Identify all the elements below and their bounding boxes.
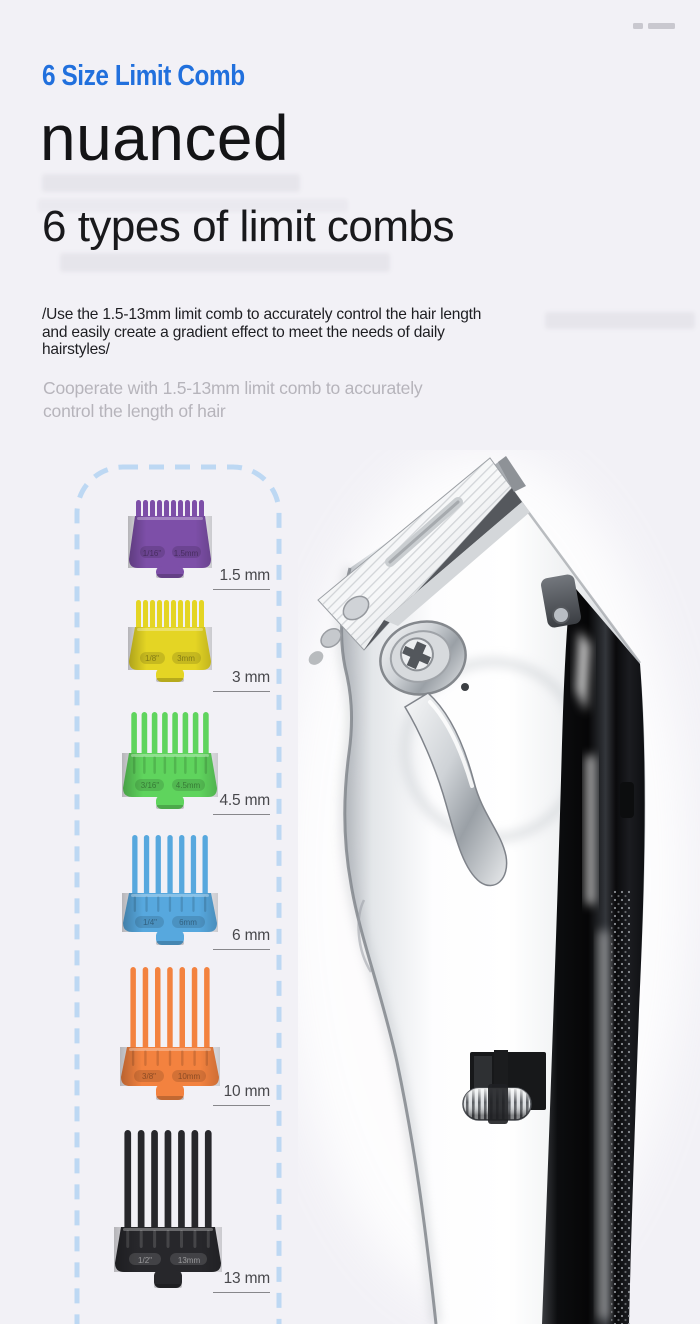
page-subtitle: 6 types of limit combs xyxy=(42,202,455,251)
size-label-13mm: 13 mm xyxy=(213,1270,270,1293)
comb-marking: 3/16" xyxy=(141,781,160,790)
clipper-clamp xyxy=(541,574,581,628)
clipper-switch xyxy=(462,1050,546,1124)
comb-purple-image: 1/16" 1.5mm xyxy=(128,500,212,578)
comb-marking: 1/16" xyxy=(143,549,162,558)
description: /Use the 1.5-13mm limit comb to accurate… xyxy=(42,306,481,359)
comb-green-image: 3/16" 4.5mm xyxy=(122,712,218,809)
comb-marking: 1.5mm xyxy=(174,549,199,558)
note-line: control the length of hair xyxy=(43,400,226,421)
comb-green: 3/16" 4.5mm xyxy=(122,712,218,809)
eyebrow-heading: 6 Size Limit Comb xyxy=(42,60,245,92)
comb-marking: 13mm xyxy=(178,1256,201,1265)
comb-marking: 1/8" xyxy=(145,654,159,663)
ghost-artifact xyxy=(60,253,390,272)
comb-orange-image: 3/8" 10mm xyxy=(120,967,220,1100)
comb-marking: 3mm xyxy=(177,654,195,663)
clipper-screw-cam xyxy=(379,620,467,696)
size-label-4-5mm: 4.5 mm xyxy=(213,792,270,815)
comb-orange: 3/8" 10mm xyxy=(120,967,220,1100)
size-label-3mm: 3 mm xyxy=(213,669,270,692)
comb-marking: 1/2" xyxy=(138,1256,152,1265)
clipper-image xyxy=(298,450,688,1324)
ghost-artifact xyxy=(38,199,348,212)
watermark-dash-short xyxy=(633,23,643,29)
size-label-10mm: 10 mm xyxy=(213,1083,270,1106)
comb-panel-border xyxy=(74,464,282,1324)
comb-purple: 1/16" 1.5mm xyxy=(128,500,212,578)
comb-marking: 3/8" xyxy=(142,1072,156,1081)
description-line: hairstyles/ xyxy=(42,341,110,358)
watermark-dash-long xyxy=(648,23,675,29)
comb-black: 1/2" 13mm xyxy=(114,1130,222,1288)
comb-yellow-image: 1/8" 3mm xyxy=(128,600,212,682)
page-title: nuanced xyxy=(40,102,290,174)
comb-blue-image: 1/4" 6mm xyxy=(122,835,218,945)
note: Cooperate with 1.5-13mm limit comb to ac… xyxy=(43,377,423,422)
note-line: Cooperate with 1.5-13mm limit comb to ac… xyxy=(43,378,423,398)
comb-marking: 1/4" xyxy=(143,918,157,927)
comb-marking: 4.5mm xyxy=(176,781,201,790)
size-label-6mm: 6 mm xyxy=(213,927,270,950)
ghost-artifact xyxy=(42,174,300,192)
comb-yellow: 1/8" 3mm xyxy=(128,600,212,682)
clipper-blade xyxy=(308,456,530,665)
comb-blue: 1/4" 6mm xyxy=(122,835,218,945)
size-label-1-5mm: 1.5 mm xyxy=(213,567,270,590)
description-line: /Use the 1.5-13mm limit comb to accurate… xyxy=(42,306,482,323)
clipper-dark-band xyxy=(542,583,645,1324)
clipper-pin xyxy=(461,683,469,691)
clipper-lever xyxy=(403,692,508,887)
comb-marking: 10mm xyxy=(178,1072,201,1081)
comb-marking: 6mm xyxy=(179,918,197,927)
ghost-artifact xyxy=(545,312,695,329)
description-line: and easily create a gradient effect to m… xyxy=(42,323,445,341)
comb-black-image: 1/2" 13mm xyxy=(114,1130,222,1288)
